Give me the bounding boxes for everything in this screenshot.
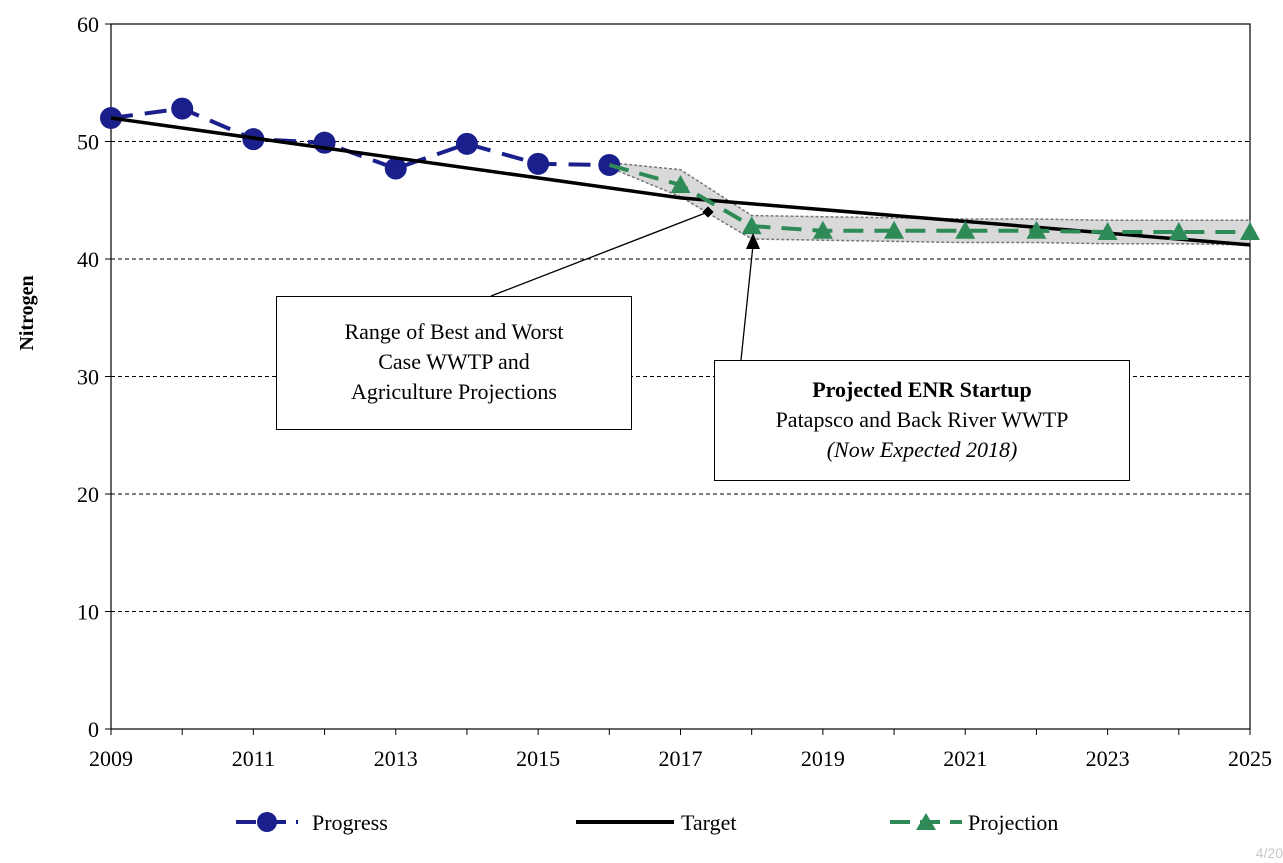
y-tick-label-30: 30 [77,365,99,390]
projection-point-2018 [741,216,762,235]
progress-point-2014 [455,132,478,155]
series-layer [100,97,1260,247]
y-tick-label-60: 60 [77,12,99,37]
x-tick-label-2017: 2017 [659,746,703,771]
range-callout-pointer-tip [702,206,714,218]
y-tick-label-20: 20 [77,482,99,507]
axes [105,23,1251,735]
legend-progress-label: Progress [312,810,388,835]
tick-labels: 0 10 20 30 40 50 60 2009 2011 2013 2015 2017 2019 202… [77,12,1272,771]
range-callout-line-1: Range of Best and Worst [344,319,564,344]
enr-callout-line-2: Patapsco and Back River WWTP [775,407,1069,432]
target-line [110,116,1251,247]
progress-point-2015 [527,152,550,175]
y-axis-label: Nitrogen [16,275,38,350]
x-tick-label-2009: 2009 [89,746,133,771]
legend-progress-marker [257,812,277,832]
legend: Progress Target Projection [236,810,1058,835]
projection-point-2020 [884,220,905,239]
legend-projection-label: Projection [968,810,1058,835]
projection-point-2025 [1240,221,1260,240]
x-tick-label-2019: 2019 [801,746,845,771]
y-tick-label-50: 50 [77,130,99,155]
progress-point-2010 [171,97,194,120]
projection-point-2023 [1097,221,1118,240]
progress-line [110,106,610,171]
projection-point-2017 [670,174,691,193]
projection-range-band [608,161,1251,246]
x-tick-label-2025: 2025 [1228,746,1272,771]
range-callout-line-2: Case WWTP and [378,349,530,374]
enr-callout-pointer [740,244,754,361]
x-tick-label-2013: 2013 [374,746,418,771]
legend-projection-marker [916,813,936,830]
enr-callout-title: Projected ENR Startup [812,377,1032,402]
callout-pointers [490,206,760,361]
enr-callout-line-3: (Now Expected 2018) [826,437,1018,462]
projection-point-2019 [812,220,833,239]
x-tick-label-2011: 2011 [232,746,275,771]
x-tick-label-2015: 2015 [516,746,560,771]
projection-point-2021 [955,220,976,239]
enr-callout-box: Projected ENR Startup Patapsco and Back … [714,360,1130,481]
range-callout-pointer [490,211,709,297]
x-tick-label-2021: 2021 [943,746,987,771]
y-tick-label-40: 40 [77,247,99,272]
legend-target-label: Target [681,810,736,835]
x-tick-label-2023: 2023 [1086,746,1130,771]
y-tick-label-0: 0 [88,717,99,742]
page-number: 4/20 [1255,845,1283,861]
progress-point-2013 [384,157,407,180]
projection-point-2024 [1168,221,1189,240]
range-callout-line-3: Agriculture Projections [351,379,557,404]
y-tick-label-10: 10 [77,600,99,625]
range-callout-box: Range of Best and Worst Case WWTP and Ag… [276,296,632,430]
projection-point-2022 [1026,220,1047,239]
range-band-area [608,161,1251,246]
enr-callout-arrowhead [746,233,760,249]
